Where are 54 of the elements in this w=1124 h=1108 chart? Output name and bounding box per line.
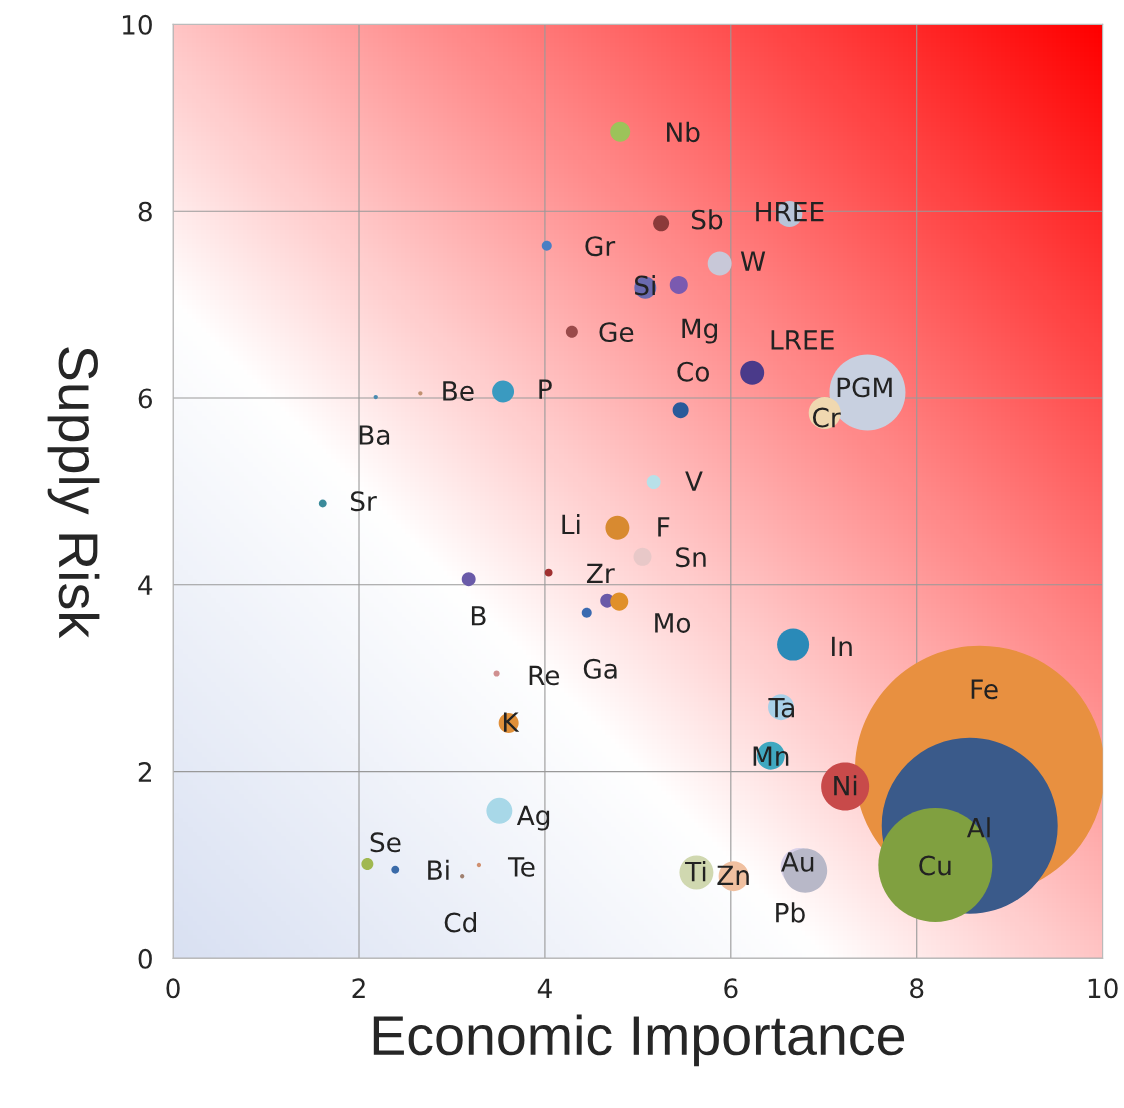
x-tick-label: 10	[1088, 978, 1118, 999]
annotation: Ga	[583, 658, 617, 679]
annotation: Nb	[667, 121, 700, 143]
x-tick-label: 8	[910, 978, 924, 999]
annotation: Cd	[444, 912, 476, 933]
y-tick-label: 10	[122, 14, 152, 35]
annotation: Ta	[768, 697, 794, 718]
x-tick-label: 2	[352, 978, 365, 998]
annotation: Ag	[516, 805, 550, 831]
annotation: Mg	[682, 318, 717, 344]
annotation: Mo	[655, 613, 691, 633]
annotation: In	[832, 636, 852, 657]
annotation: Al	[966, 817, 990, 838]
annotation: Sr	[350, 491, 377, 512]
annotation: Fe	[971, 679, 998, 700]
annotation: Ti	[685, 861, 706, 882]
annotation: Sb	[691, 209, 723, 230]
annotation: K	[503, 712, 520, 732]
annotation: PGM	[837, 377, 892, 398]
annotation: Li	[562, 514, 580, 535]
annotation: Se	[370, 832, 401, 853]
annotation: V	[685, 471, 703, 491]
annotation: Cr	[812, 407, 841, 428]
annotation: B	[471, 606, 486, 626]
annotation: Sn	[676, 547, 706, 568]
annotation: HREE	[756, 202, 824, 222]
annotation: Si	[635, 275, 655, 296]
annotation: Ge	[599, 322, 634, 343]
x-axis-title: Economic Importance	[373, 1014, 905, 1067]
annotation: Pb	[776, 902, 805, 923]
y-tick-label: 0	[138, 948, 152, 969]
annotation: Zr	[586, 563, 615, 583]
annotation: P	[539, 379, 552, 399]
x-tick-label: 4	[537, 978, 552, 998]
y-tick-label: 8	[138, 201, 152, 222]
y-axis-title: Supply Risk	[47, 347, 100, 639]
x-tick-label: 6	[724, 978, 738, 999]
y-tick-label: 2	[138, 762, 152, 782]
annotation: F	[658, 517, 670, 537]
annotation: Bi	[428, 859, 449, 880]
annotation: Ba	[359, 425, 390, 445]
annotation: Te	[507, 857, 535, 877]
x-tick-label: 0	[166, 978, 180, 999]
y-tick-label: 6	[138, 388, 152, 409]
y-tick-label: 4	[138, 575, 153, 595]
annotation: Zn	[717, 865, 749, 885]
annotation: Re	[529, 665, 560, 686]
annotation: W	[740, 251, 766, 271]
annotation: Gr	[585, 236, 616, 257]
annotation: LREE	[771, 330, 834, 350]
annotation: Ni	[834, 775, 857, 796]
annotation: Co	[677, 361, 709, 382]
annotation: Cu	[919, 855, 951, 876]
annotation: Be	[443, 381, 474, 401]
